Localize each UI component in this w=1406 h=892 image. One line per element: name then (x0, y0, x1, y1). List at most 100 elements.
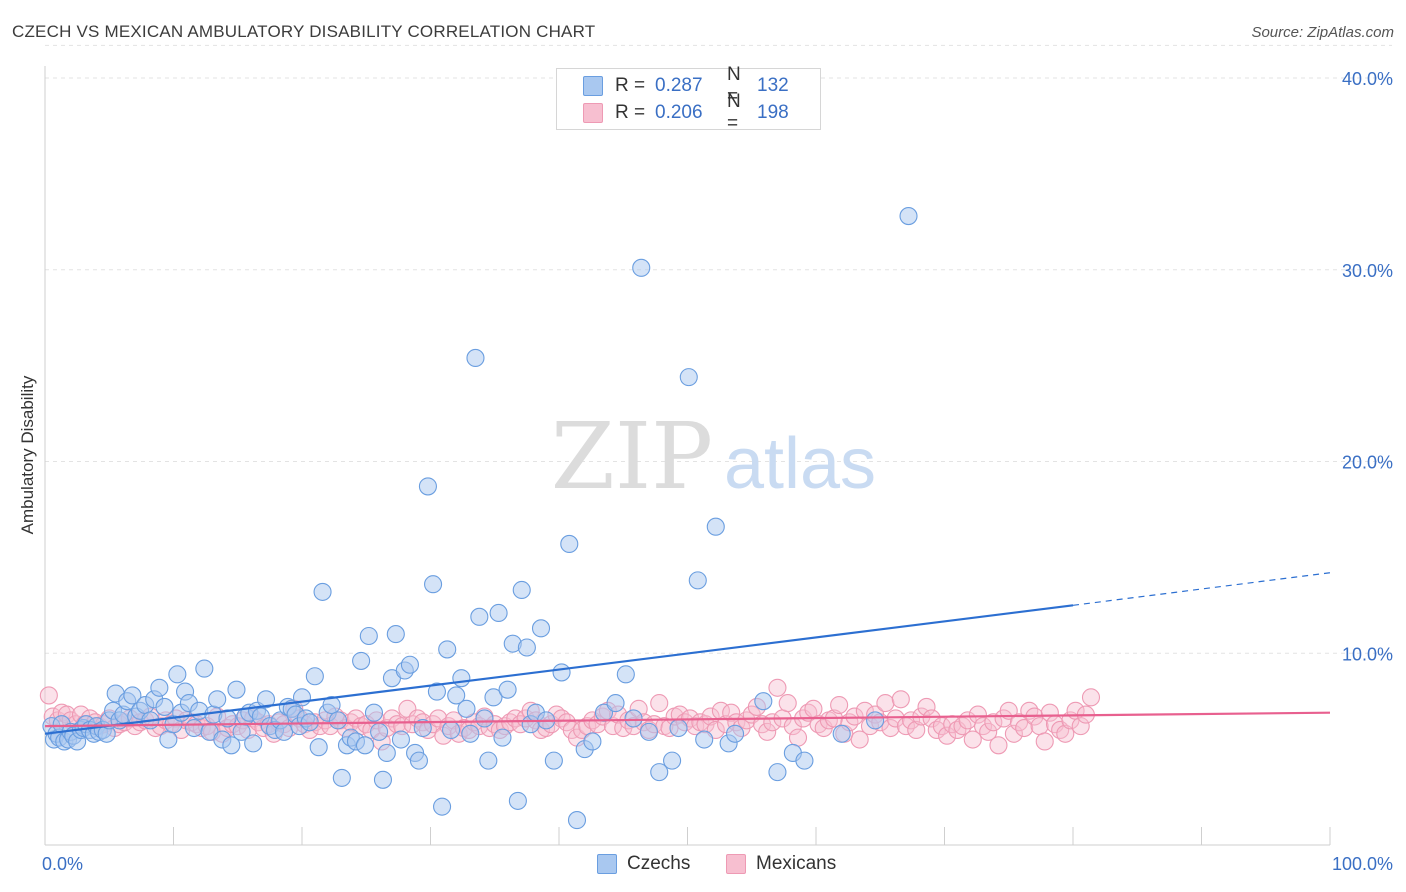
czech-point (309, 738, 328, 757)
czech-point (725, 724, 745, 743)
tick-labels: 10.0% 20.0% 30.0% 40.0% 0.0% 100.0% (42, 69, 1393, 874)
legend-label-mexicans: Mexicans (756, 853, 837, 874)
czech-point (332, 768, 351, 787)
mexican-point (963, 730, 982, 749)
mexican-point (701, 707, 720, 726)
czech-point (508, 791, 527, 810)
czech-point (544, 751, 563, 770)
mexican-point (722, 703, 741, 722)
czech-point (373, 770, 393, 789)
y-tick-label: 10.0% (1342, 644, 1393, 664)
r-value: 0.287 (655, 75, 703, 96)
watermark-zip: ZIP (551, 403, 713, 510)
czech-point (669, 718, 688, 738)
legend-row-mexicans: R = 0.206 N = 198 (583, 91, 789, 134)
mexican-point (891, 690, 910, 709)
czech-point (359, 626, 378, 646)
czech-point (409, 751, 428, 770)
czech-point (616, 665, 635, 684)
czech-point (457, 699, 476, 718)
mexican-point (973, 717, 993, 736)
czech-point (150, 678, 169, 697)
czech-point (208, 690, 227, 709)
mexican-point (881, 718, 900, 738)
czech-point (313, 582, 332, 601)
czech-point (493, 728, 512, 747)
mexican-point (984, 713, 1003, 732)
czech-point (899, 207, 918, 226)
n-label: N = (727, 91, 741, 134)
czech-point (688, 571, 707, 590)
czech-point (866, 711, 885, 730)
mexican-point (850, 730, 869, 749)
y-tick-label: 20.0% (1342, 453, 1393, 473)
czech-point (442, 720, 461, 740)
watermark: ZIP atlas (551, 403, 876, 510)
czech-point (632, 258, 651, 277)
czech-point (583, 732, 602, 751)
mexican-point (737, 711, 756, 730)
source-label: Source: ZipAtlas.com (1251, 24, 1394, 41)
legend-label-czechs: Czechs (627, 853, 691, 874)
czech-point (461, 724, 480, 743)
czech-point (328, 711, 348, 730)
mexican-point (922, 709, 941, 728)
czech-point (489, 603, 508, 623)
r-value: 0.206 (655, 102, 703, 123)
czech-point (754, 692, 773, 711)
mexican-point (907, 720, 926, 740)
czech-point (352, 651, 371, 670)
grid-lines (45, 44, 1392, 654)
czech-point (479, 751, 498, 770)
trend-lines (44, 572, 1331, 735)
mexicans-swatch (583, 103, 603, 123)
czech-point (484, 688, 503, 707)
mexican-point (39, 686, 58, 705)
czech-point (650, 763, 669, 782)
mexican-point (1071, 717, 1090, 736)
czech-point (227, 680, 246, 699)
czech-point (639, 722, 659, 741)
mexican-point (979, 722, 998, 741)
czech-point (560, 534, 579, 554)
czechs-points (42, 207, 918, 830)
czech-point (552, 663, 571, 682)
czech-point (679, 368, 698, 387)
legend-row-czechs: R = 0.287 N = 132 (583, 64, 789, 107)
n-label: N = (727, 64, 741, 107)
czech-point (438, 640, 457, 659)
mexican-point (886, 709, 905, 728)
chart-title: CZECH VS MEXICAN AMBULATORY DISABILITY C… (12, 22, 596, 41)
mexican-point (758, 722, 777, 741)
czech-point (427, 682, 446, 701)
czech-point (470, 607, 489, 626)
czech-point (322, 695, 341, 715)
czech-point (606, 694, 625, 713)
mexican-point (830, 695, 849, 715)
czechs-swatch (597, 854, 617, 874)
czech-point (695, 730, 714, 749)
mexican-point (876, 694, 895, 713)
czech-point (305, 667, 324, 686)
mexican-trend-line (44, 711, 1331, 728)
mexican-point (1015, 718, 1034, 738)
mexican-point (968, 705, 987, 724)
czech-point (447, 686, 466, 705)
czech-point (418, 477, 437, 496)
czech-point (567, 811, 587, 830)
czechs-swatch (583, 76, 603, 96)
czech-point (452, 669, 471, 688)
czech-point (155, 697, 174, 716)
mexican-point (1056, 724, 1075, 743)
mexican-point (1004, 724, 1023, 743)
czech-point (466, 348, 485, 368)
mexican-point (1040, 703, 1059, 722)
czech-point (256, 690, 276, 709)
czech-point (244, 734, 263, 753)
czech-point (517, 638, 536, 657)
y-tick-label: 30.0% (1342, 261, 1393, 281)
mexican-point (804, 699, 823, 718)
watermark-atlas: atlas (724, 424, 876, 504)
r-label: R = (615, 75, 646, 96)
